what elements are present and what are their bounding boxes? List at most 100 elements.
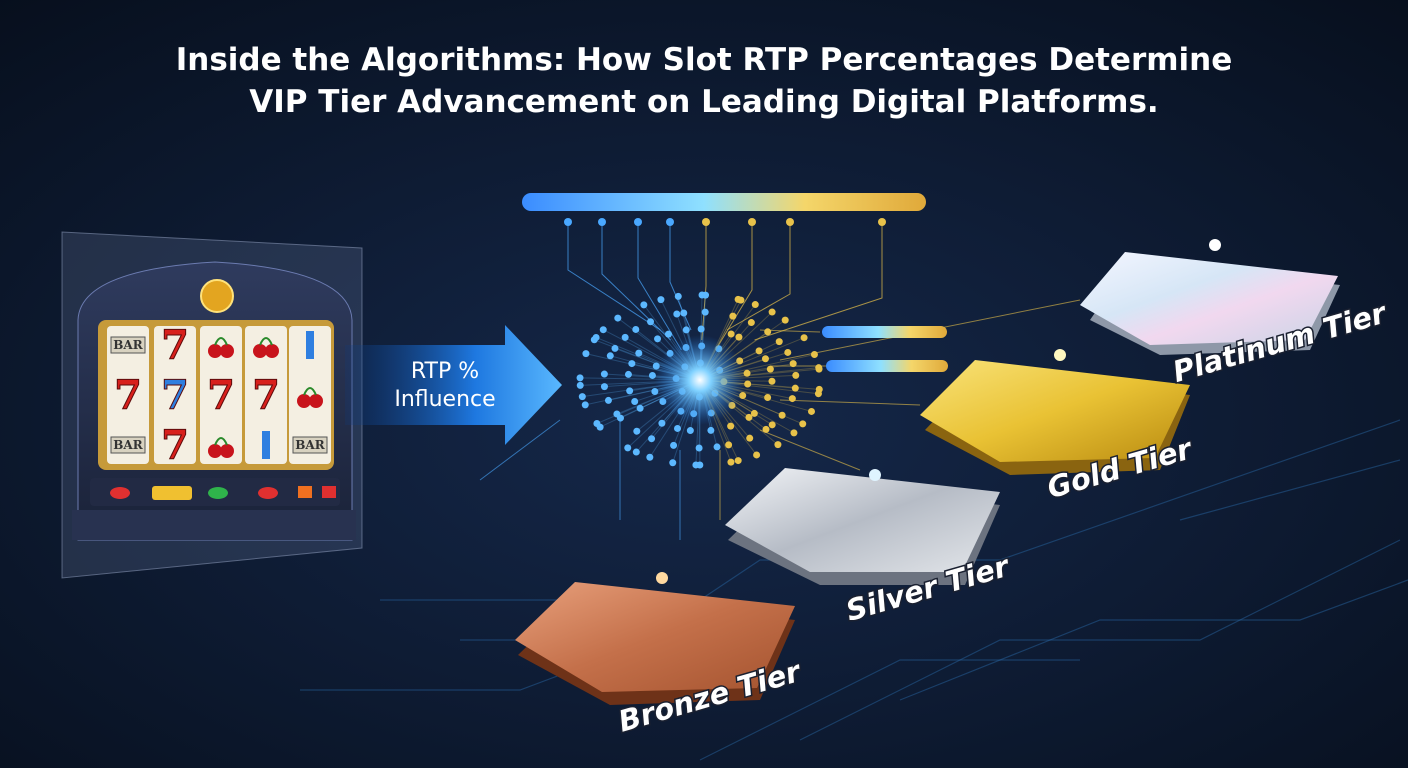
sparkle	[1209, 239, 1221, 251]
spectrum-bar	[522, 193, 926, 211]
cherry	[220, 444, 234, 458]
node	[606, 352, 614, 360]
node	[789, 360, 797, 368]
node	[743, 369, 751, 377]
node	[673, 424, 681, 432]
node	[673, 310, 681, 318]
node	[674, 292, 682, 300]
node	[781, 316, 789, 324]
connector	[601, 222, 671, 341]
node	[707, 426, 715, 434]
node	[807, 407, 815, 415]
node	[628, 360, 636, 368]
node	[657, 296, 665, 304]
node	[695, 444, 703, 452]
reel-symbol: BAR	[295, 438, 325, 452]
node	[768, 377, 776, 385]
cherry	[208, 444, 222, 458]
cherry-stem	[214, 337, 228, 346]
node	[755, 347, 763, 355]
node	[624, 444, 632, 452]
circuit	[899, 579, 1408, 701]
node	[611, 344, 619, 352]
connector	[701, 222, 707, 341]
node	[878, 218, 886, 226]
coin	[200, 279, 234, 313]
node	[784, 348, 792, 356]
cherry	[253, 344, 267, 358]
bar-symbol-bg	[110, 336, 146, 354]
reel	[289, 326, 331, 464]
signal-bar	[826, 360, 948, 372]
cherry	[220, 344, 234, 358]
reel-symbol: 7	[207, 372, 235, 419]
cherry	[309, 394, 323, 408]
node	[626, 387, 634, 395]
sparkle	[656, 572, 668, 584]
reel-symbol: BAR	[113, 438, 143, 452]
reel-symbol: BAR	[113, 338, 143, 352]
node	[564, 218, 572, 226]
blue-bar-symbol	[306, 331, 314, 359]
cherry-stem	[214, 437, 228, 446]
node	[799, 420, 807, 428]
node	[621, 333, 629, 341]
cherry-stem	[303, 387, 317, 396]
reel	[245, 326, 287, 464]
node	[686, 427, 694, 435]
title-line: Inside the Algorithms: How Slot RTP Perc…	[176, 42, 1233, 78]
node	[600, 383, 608, 391]
title-line: VIP Tier Advancement on Leading Digital …	[249, 84, 1158, 120]
node	[592, 333, 600, 341]
node	[648, 371, 656, 379]
node	[640, 301, 648, 309]
node	[647, 318, 655, 326]
node	[744, 380, 752, 388]
node	[753, 451, 761, 459]
node	[634, 218, 642, 226]
node	[774, 441, 782, 449]
reel	[200, 326, 242, 464]
node	[697, 325, 705, 333]
node	[734, 457, 742, 465]
sparkle	[1054, 349, 1066, 361]
button	[152, 486, 192, 500]
node	[727, 422, 735, 430]
node	[768, 308, 776, 316]
node	[746, 434, 754, 442]
node	[635, 349, 643, 357]
gold-plate	[920, 349, 1190, 475]
node	[751, 301, 759, 309]
node	[593, 419, 601, 427]
node	[614, 314, 622, 322]
signal-bar	[822, 326, 947, 338]
cherry-stem	[259, 337, 273, 346]
connector	[759, 429, 861, 471]
core-glow	[655, 335, 745, 425]
node	[810, 350, 818, 358]
node	[778, 411, 786, 419]
circuit	[699, 659, 1080, 761]
node	[768, 421, 776, 429]
node	[581, 401, 589, 409]
button	[298, 486, 312, 498]
node	[598, 218, 606, 226]
node	[631, 397, 639, 405]
node	[576, 374, 584, 382]
plate	[725, 468, 1000, 572]
reel-symbol: 7	[114, 372, 142, 419]
node	[761, 355, 769, 363]
connector	[567, 222, 661, 331]
node	[666, 218, 674, 226]
reel-symbol: 7	[252, 372, 280, 419]
node	[682, 326, 690, 334]
node	[633, 427, 641, 435]
reel-symbol: 7	[161, 422, 189, 469]
node	[735, 333, 743, 341]
circuit	[799, 539, 1401, 741]
node	[624, 370, 632, 378]
node	[792, 371, 800, 379]
cherry	[297, 394, 311, 408]
